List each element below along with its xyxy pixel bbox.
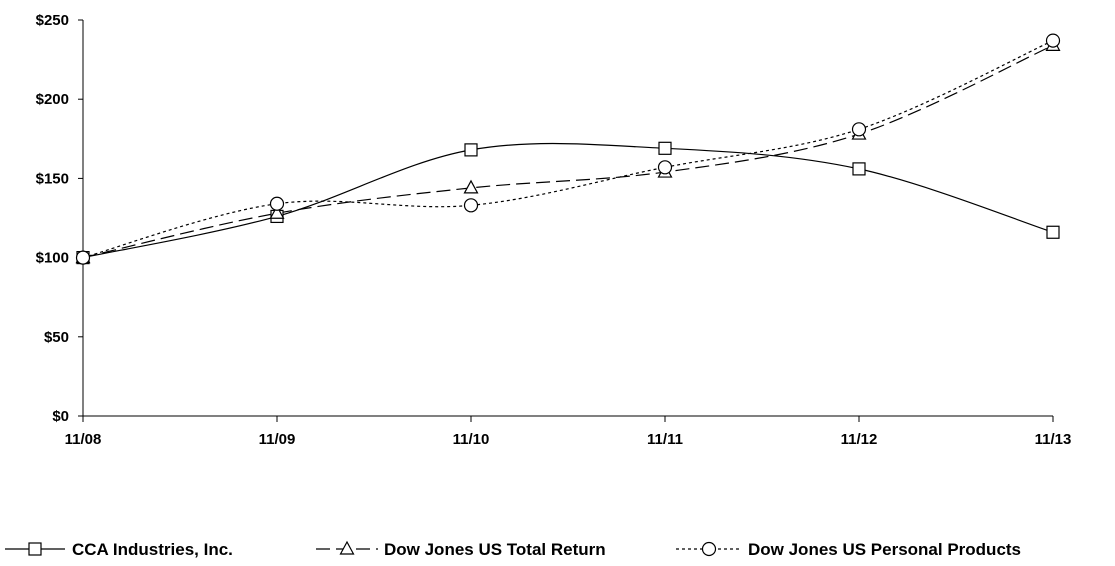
y-axis: $0 $50 $100 $150 $200 $250 [36, 12, 84, 425]
legend-entry: Dow Jones US Personal Products [676, 540, 1021, 559]
y-tick-label: $150 [36, 170, 69, 187]
legend-entry: Dow Jones US Total Return [316, 540, 606, 559]
series-line [82, 44, 1054, 259]
x-tick-label: 11/12 [841, 431, 878, 448]
legend-label: Dow Jones US Total Return [384, 540, 606, 559]
x-tick-label: 11/08 [65, 431, 102, 448]
data-point-circle [269, 196, 285, 211]
y-tick-label: $50 [44, 329, 69, 346]
y-tick-label: $250 [36, 12, 69, 29]
markers-square [76, 141, 1060, 265]
y-tick-label: $100 [36, 250, 69, 267]
data-point-square [852, 162, 866, 176]
y-tick-label: $0 [52, 408, 69, 425]
series-line [82, 40, 1054, 259]
data-point-circle [657, 160, 673, 175]
data-point-circle [1045, 33, 1061, 48]
legend-label: Dow Jones US Personal Products [748, 540, 1021, 559]
x-tick-label: 11/11 [647, 431, 683, 448]
y-tick-label: $200 [36, 91, 69, 108]
series-circle [82, 40, 1054, 259]
legend-label: CCA Industries, Inc. [72, 540, 233, 559]
data-point-triangle [463, 179, 479, 194]
series-square [82, 142, 1054, 259]
legend-marker-circle [701, 541, 717, 557]
x-tick-label: 11/13 [1035, 431, 1072, 448]
data-point-square [658, 141, 672, 155]
data-point-circle [463, 198, 479, 213]
legend: CCA Industries, Inc. Dow Jones US Total R… [5, 540, 1021, 559]
data-point-square [1046, 225, 1060, 239]
data-point-circle [75, 250, 91, 265]
legend-marker-triangle [339, 540, 355, 555]
x-tick-label: 11/10 [453, 431, 490, 448]
series-triangle [82, 44, 1054, 259]
x-tick-label: 11/09 [259, 431, 296, 448]
series-layer [75, 33, 1061, 265]
markers-circle [75, 33, 1061, 265]
legend-entry: CCA Industries, Inc. [5, 540, 233, 559]
x-axis: 11/08 11/09 11/10 11/11 11/12 11/13 [65, 415, 1072, 448]
data-point-triangle [269, 204, 285, 219]
series-line [82, 142, 1054, 259]
data-point-square [464, 143, 478, 157]
data-point-circle [851, 122, 867, 137]
legend-marker-square [28, 542, 42, 556]
